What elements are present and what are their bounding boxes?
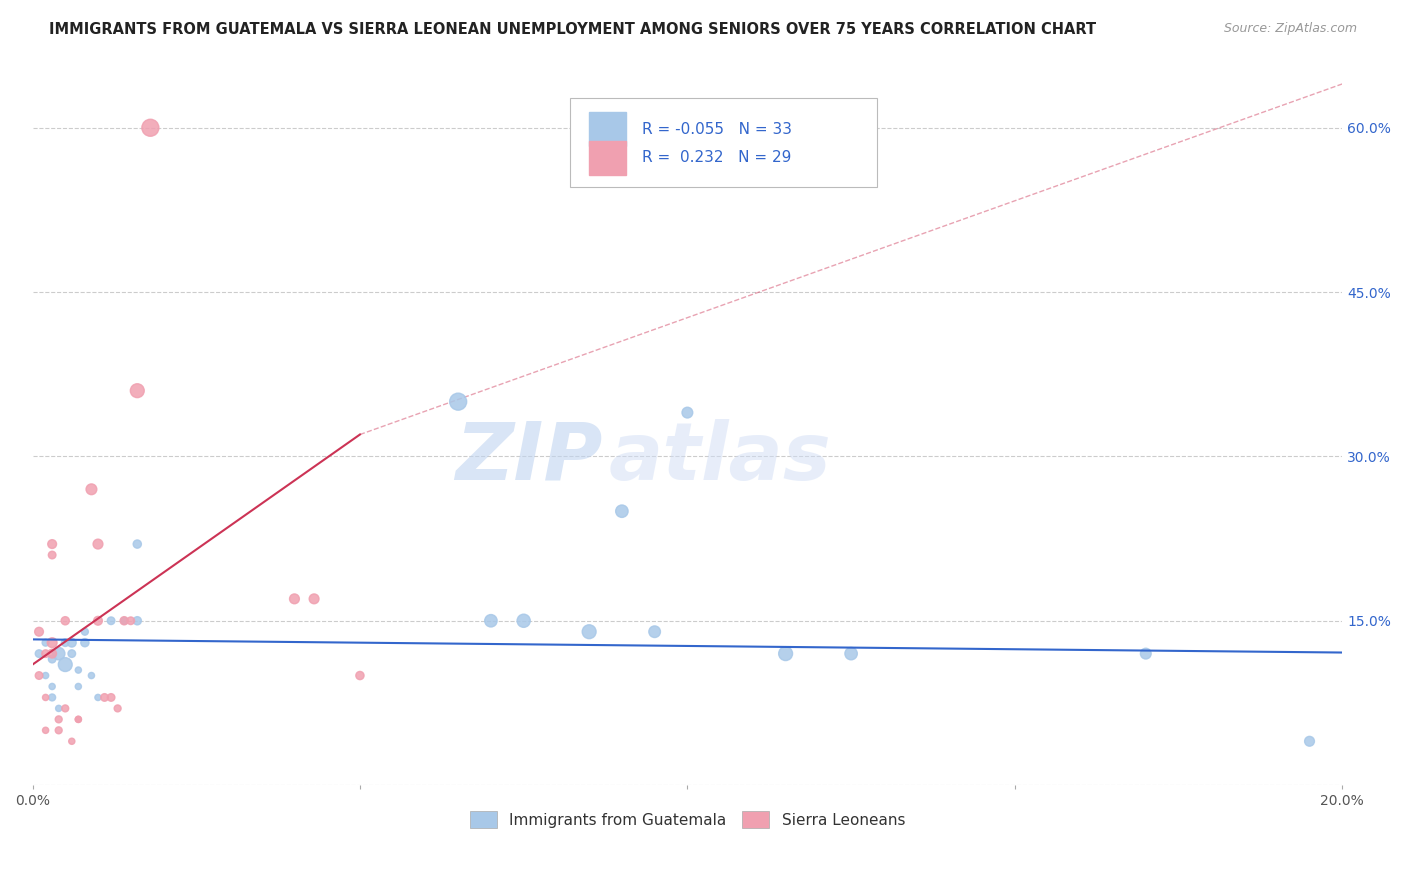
Point [644,624,666,639]
Point [60,647,83,661]
Point [53,635,76,649]
Text: IMMIGRANTS FROM GUATEMALA VS SIERRA LEONEAN UNEMPLOYMENT AMONG SENIORS OVER 75 Y: IMMIGRANTS FROM GUATEMALA VS SIERRA LEON… [49,22,1097,37]
Point [1298,734,1320,748]
Point [41,680,63,694]
Point [53,701,76,715]
Point [447,394,470,409]
Point [67,680,90,694]
FancyBboxPatch shape [569,98,877,187]
Point [127,384,149,398]
Point [34,668,56,682]
FancyBboxPatch shape [589,112,626,146]
Point [34,690,56,705]
Point [112,614,135,628]
Point [41,690,63,705]
Point [34,635,56,649]
Point [349,668,371,682]
Point [1135,647,1157,661]
Point [73,635,96,649]
Point [28,668,51,682]
Text: Source: ZipAtlas.com: Source: ZipAtlas.com [1223,22,1357,36]
Text: R = -0.055   N = 33: R = -0.055 N = 33 [641,121,792,136]
Point [100,614,122,628]
Point [67,712,90,726]
Point [41,537,63,551]
Point [610,504,633,518]
Point [87,690,110,705]
Point [80,668,103,682]
Point [48,712,70,726]
Point [107,701,129,715]
Point [80,483,103,497]
Point [139,120,162,135]
Point [28,647,51,661]
Point [67,663,90,677]
Point [41,635,63,649]
FancyBboxPatch shape [589,141,626,175]
Point [34,723,56,738]
Point [48,647,70,661]
Point [41,647,63,661]
Point [100,690,122,705]
Point [302,591,325,606]
Point [512,614,534,628]
Text: ZIP: ZIP [456,418,602,497]
Point [93,690,115,705]
Point [28,624,51,639]
Point [87,614,110,628]
Point [41,548,63,562]
Point [127,537,149,551]
Point [839,647,862,661]
Point [775,647,797,661]
Point [41,652,63,666]
Point [283,591,305,606]
Text: R =  0.232   N = 29: R = 0.232 N = 29 [641,150,792,165]
Point [479,614,502,628]
Point [60,734,83,748]
Point [67,712,90,726]
Point [48,723,70,738]
Point [578,624,600,639]
Point [53,614,76,628]
Point [48,701,70,715]
Point [34,647,56,661]
Point [53,657,76,672]
Point [60,635,83,649]
Point [676,406,699,420]
Point [120,614,142,628]
Point [127,614,149,628]
Point [73,624,96,639]
Legend: Immigrants from Guatemala, Sierra Leoneans: Immigrants from Guatemala, Sierra Leonea… [464,805,911,834]
Point [87,537,110,551]
Text: atlas: atlas [609,418,831,497]
Point [112,614,135,628]
